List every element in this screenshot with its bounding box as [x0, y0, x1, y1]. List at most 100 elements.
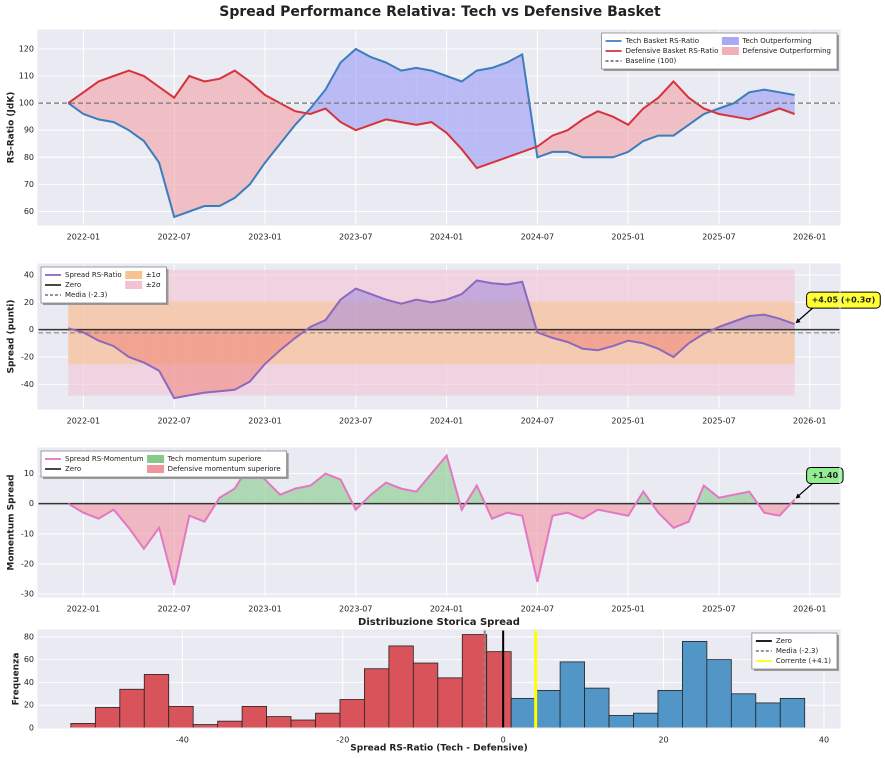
plot-frame — [37, 447, 841, 598]
chart-title: Distribuzione Storica Spread — [358, 617, 520, 628]
histogram-bar — [168, 705, 194, 729]
fill-area — [340, 49, 356, 131]
fill-area — [658, 503, 674, 528]
fill-area — [355, 49, 371, 131]
legend-label: Tech Outperforming — [741, 37, 811, 45]
x-tick-label: 2023-01 — [248, 233, 281, 242]
x-tick-label: 2025-01 — [611, 417, 644, 426]
annotation-text: +1.40 — [812, 471, 839, 480]
fill-area — [416, 299, 432, 330]
fill-area — [431, 70, 447, 133]
histogram-bar — [779, 697, 806, 729]
fill-area — [492, 283, 508, 330]
x-tick-label: 2022-01 — [67, 417, 100, 426]
fill-area — [370, 482, 386, 504]
fill-area — [249, 329, 265, 382]
annotation-box — [806, 291, 881, 309]
histogram-bar — [437, 677, 463, 729]
x-tick-label: 2025-07 — [702, 417, 735, 426]
legend-label: Zero — [65, 281, 81, 289]
histogram-bar — [192, 724, 219, 729]
fill-area — [143, 329, 160, 371]
histogram-bar — [657, 689, 683, 729]
x-tick-label: 2024-07 — [521, 233, 554, 242]
y-tick-label: 0 — [29, 325, 34, 334]
legend-label: Defensive momentum superiore — [168, 465, 281, 473]
histogram-bar — [143, 674, 170, 729]
y-tick-label: 20 — [24, 701, 34, 710]
legend: Spread RS-Ratio Zero Media (-2.3) ±1σ ±2σ — [40, 266, 169, 305]
fill-area — [204, 78, 220, 206]
fill-area — [98, 329, 114, 347]
y-tick-label: 80 — [24, 632, 34, 641]
x-tick-label: 2024-01 — [430, 233, 463, 242]
fill-area — [159, 86, 175, 217]
histogram-bar — [70, 723, 96, 729]
annotation: +1.40 — [806, 466, 844, 484]
fill-area — [113, 329, 129, 357]
legend-label: Baseline (100) — [626, 57, 677, 65]
fill-area — [204, 329, 220, 393]
fill-area — [492, 62, 508, 163]
y-tick-label: -40 — [21, 380, 34, 389]
fill-area — [325, 62, 341, 123]
histogram-bar — [364, 668, 390, 729]
fill-area — [613, 116, 629, 158]
fill-area — [355, 288, 371, 330]
legend-label: Media (-2.3) — [65, 291, 108, 299]
x-tick-label: 2023-07 — [339, 605, 372, 614]
fill-area — [128, 70, 144, 141]
y-tick-label: -30 — [21, 589, 34, 598]
fill-area — [779, 318, 795, 330]
histogram-bar — [682, 640, 708, 729]
fill-area — [507, 54, 523, 158]
series-line — [68, 279, 795, 400]
x-tick-label: 2023-01 — [248, 605, 281, 614]
fill-area — [537, 135, 553, 158]
fill-area — [597, 329, 613, 351]
histogram-bar — [119, 688, 145, 729]
fill-area — [174, 329, 190, 399]
y-tick-label: -10 — [21, 529, 34, 538]
fill-area — [325, 299, 341, 330]
legend: Zero Media (-2.3) Corrente (+4.1) — [751, 632, 839, 671]
y-tick-label: 90 — [24, 126, 34, 135]
legend-label: Defensive Outperforming — [742, 47, 831, 55]
histogram-bar — [290, 719, 316, 729]
legend-label: Media (-2.3) — [776, 647, 819, 655]
legend-label: ±1σ — [146, 271, 161, 279]
y-tick-label: -20 — [21, 559, 34, 568]
fill-area — [567, 119, 583, 158]
fill-area — [446, 294, 462, 330]
histogram-bar — [339, 699, 365, 729]
legend-swatch — [721, 37, 739, 45]
x-tick-label: 20 — [658, 736, 668, 745]
fill-area — [310, 473, 326, 504]
fill-area — [446, 76, 462, 150]
fill-area — [174, 76, 190, 217]
x-tick-label: -40 — [176, 736, 189, 745]
fill-area — [280, 103, 296, 144]
legend-label: Spread RS-Momentum — [65, 455, 144, 463]
annotation-arrowhead — [795, 493, 801, 499]
fill-area — [265, 329, 281, 364]
annotation-text: +4.05 (+0.3σ) — [812, 296, 876, 305]
y-tick-label: 20 — [24, 298, 34, 307]
legend-label: Tech Basket RS-Ratio — [625, 37, 700, 45]
fill-area — [749, 89, 765, 120]
fill-area — [461, 280, 477, 330]
fill-area — [249, 81, 265, 185]
fill-area — [83, 503, 99, 519]
fill-area — [98, 503, 114, 519]
histogram-bar — [608, 715, 634, 729]
fill-area — [234, 70, 250, 198]
fill-area — [764, 89, 780, 114]
fill-area — [370, 57, 386, 125]
fill-area — [779, 92, 795, 114]
x-tick-label: 2023-01 — [248, 417, 281, 426]
annotation-arrow — [796, 483, 813, 498]
y-axis-label: Momentum Spread — [7, 474, 17, 570]
x-tick-label: 2024-07 — [521, 605, 554, 614]
legend-label: Zero — [776, 637, 792, 645]
fill-area — [83, 81, 99, 120]
